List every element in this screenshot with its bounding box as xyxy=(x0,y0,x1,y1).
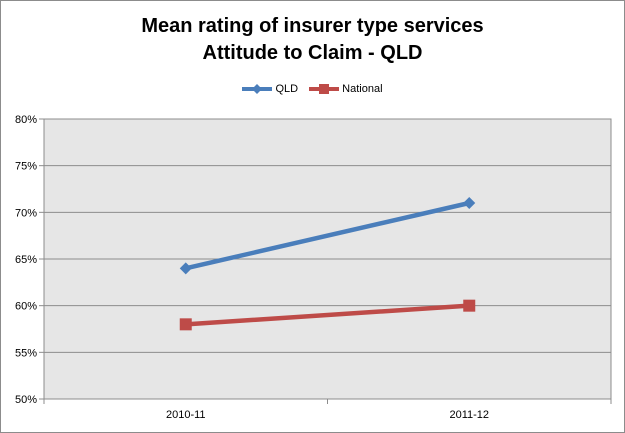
data-point-qld xyxy=(463,197,476,209)
y-tick-label: 55% xyxy=(15,347,37,359)
axis-layer: 50% 55% 60% 65% 70% 75% 80% 2010-11 2011-12 xyxy=(15,114,612,421)
legend-item-qld: QLD xyxy=(242,83,298,95)
y-tick-label: 75% xyxy=(15,161,37,173)
data-point-qld xyxy=(179,262,192,275)
data-point-national xyxy=(463,299,476,312)
chart-title-line-2: Attitude to Claim - QLD xyxy=(202,42,423,64)
legend-label-national: National xyxy=(342,83,383,95)
y-tick-label: 65% xyxy=(15,254,37,266)
series-line-national xyxy=(183,303,472,327)
legend-label-qld: QLD xyxy=(275,83,299,95)
y-tick-label: 70% xyxy=(15,207,37,219)
grid-layer xyxy=(43,118,612,400)
x-tick-label: 2011-12 xyxy=(449,409,489,421)
y-tick-label: 80% xyxy=(15,114,37,126)
legend-item-national: National xyxy=(309,83,383,95)
y-tick-label: 60% xyxy=(15,301,37,313)
legend-swatch-national xyxy=(309,84,340,94)
y-tick-label: 50% xyxy=(15,394,37,406)
chart-title: Mean rating of insurer type services Att… xyxy=(1,13,624,67)
chart-title-line-1: Mean rating of insurer type services xyxy=(141,15,484,37)
series-line-qld xyxy=(183,200,472,271)
series-layer xyxy=(179,197,476,331)
x-tick-label: 2010-11 xyxy=(166,409,206,421)
legend-swatch-qld xyxy=(242,84,273,94)
chart-legend: QLD National xyxy=(1,83,624,97)
data-point-national xyxy=(179,318,192,331)
